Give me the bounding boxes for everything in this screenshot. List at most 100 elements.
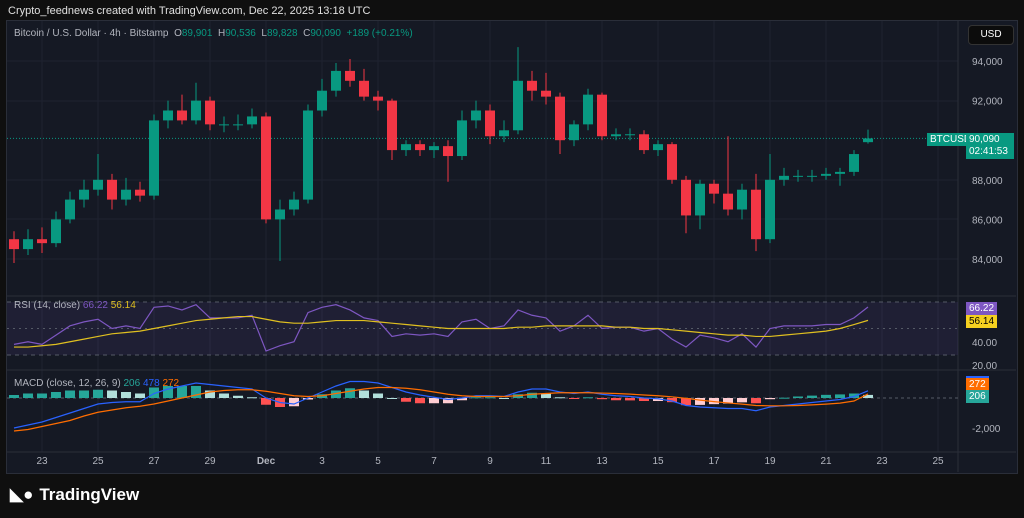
macd-histogram-bar [79, 390, 89, 398]
time-tick: 17 [708, 456, 720, 467]
candle-body [485, 110, 495, 137]
candle-body [93, 179, 103, 190]
candle-body [37, 239, 47, 244]
rsi-legend: RSI (14, close) 66.22 56.14 [14, 300, 136, 311]
macd-histogram-bar [65, 390, 75, 398]
candle-body [233, 124, 243, 126]
macd-histogram-bar [611, 398, 621, 401]
price-tick: 84,000 [972, 255, 1003, 266]
price-tick: 88,000 [972, 176, 1003, 187]
macd-tick: -2,000 [972, 424, 1001, 435]
macd-histogram-bar [457, 398, 467, 401]
macd-histogram-bar [121, 392, 131, 398]
macd-histogram-bar [51, 392, 61, 398]
rsi-tick: 40.00 [972, 338, 997, 349]
candle-body [765, 179, 775, 240]
rsi-value-tag: 66.22 [966, 302, 998, 315]
candle-body [667, 144, 677, 180]
macd-histogram-bar [107, 390, 117, 398]
rsi-ma-line [14, 315, 869, 348]
macd-histogram-bar [359, 390, 369, 398]
macd-histogram-bar [499, 398, 509, 399]
macd-histogram-bar [261, 398, 271, 405]
time-tick: Dec [257, 456, 276, 467]
candle-body [527, 80, 537, 91]
candle-body [303, 110, 313, 200]
candle-body [821, 173, 831, 176]
candle-body [51, 219, 61, 244]
candle-body [317, 90, 327, 111]
candle-body [9, 239, 19, 250]
time-tick: 13 [596, 456, 608, 467]
rsi-tick: 20.00 [972, 361, 997, 372]
candle-body [401, 144, 411, 151]
price-tick: 94,000 [972, 57, 1003, 68]
tradingview-logo-icon: ◣● [10, 485, 34, 504]
candle-body [653, 144, 663, 151]
macd-histogram-bar [625, 398, 635, 401]
symbol-title: Bitcoin / U.S. Dollar · 4h · Bitstamp [14, 28, 169, 39]
macd-histogram-bar [415, 398, 425, 404]
close-value: 90,090 [310, 28, 341, 39]
candle-body [863, 138, 873, 143]
candle-body [555, 96, 565, 141]
macd-histogram-bar [219, 393, 229, 398]
candle-body [779, 175, 789, 180]
macd-histogram-bar [583, 397, 593, 399]
currency-button[interactable]: USD [968, 25, 1014, 45]
time-tick: 21 [820, 456, 832, 467]
macd-histogram-bar [681, 398, 691, 406]
candle-body [695, 183, 705, 216]
macd-histogram-bar [779, 397, 789, 399]
candle-body [737, 189, 747, 210]
candle-body [79, 189, 89, 200]
macd-histogram-bar [639, 398, 649, 401]
macd-histogram-bar [303, 398, 313, 400]
candle-body [723, 193, 733, 210]
macd-histogram-bar [569, 398, 579, 399]
high-value: 90,536 [225, 28, 256, 39]
candle-body [597, 94, 607, 137]
macd-histogram-bar [177, 386, 187, 398]
candle-body [135, 189, 145, 196]
bar-countdown: 02:41:53 [969, 146, 1008, 157]
candle-body [205, 100, 215, 125]
time-tick: 11 [541, 456, 552, 467]
time-tick: 23 [36, 456, 48, 467]
chart-attribution: Crypto_feednews created with TradingView… [8, 5, 371, 17]
time-tick: 9 [487, 456, 493, 467]
time-tick: 25 [932, 456, 944, 467]
time-tick: 5 [375, 456, 381, 467]
macd-histogram-bar [443, 398, 453, 404]
candle-body [191, 100, 201, 121]
candle-body [387, 100, 397, 151]
candle-body [569, 124, 579, 141]
macd-histogram-bar [205, 390, 215, 398]
open-value: 89,901 [181, 28, 213, 39]
macd-histogram-bar [401, 398, 411, 402]
candle-body [849, 154, 859, 172]
candle-body [625, 134, 635, 136]
price-tick: 86,000 [972, 215, 1003, 226]
candle-body [541, 90, 551, 97]
candle-body [793, 175, 803, 177]
macd-histogram-bar [835, 394, 845, 398]
macd-histogram-bar [555, 397, 565, 399]
macd-histogram-bar [527, 392, 537, 398]
time-tick: 15 [652, 456, 664, 467]
candle-body [345, 70, 355, 81]
macd-histogram-bar [373, 393, 383, 398]
time-tick: 19 [764, 456, 776, 467]
macd-histogram-bar [737, 398, 747, 403]
candle-body [149, 120, 159, 196]
macd-histogram-bar [597, 398, 607, 400]
candle-body [513, 80, 523, 131]
macd-histogram-bar [695, 398, 705, 405]
candle-body [639, 134, 649, 151]
macd-histogram-bar [163, 386, 173, 398]
macd-hist-tag: 206 [966, 390, 989, 403]
candle-body [247, 116, 257, 125]
ticker-tag: BTCUSD [927, 133, 975, 146]
price-tick: 92,000 [972, 97, 1003, 108]
